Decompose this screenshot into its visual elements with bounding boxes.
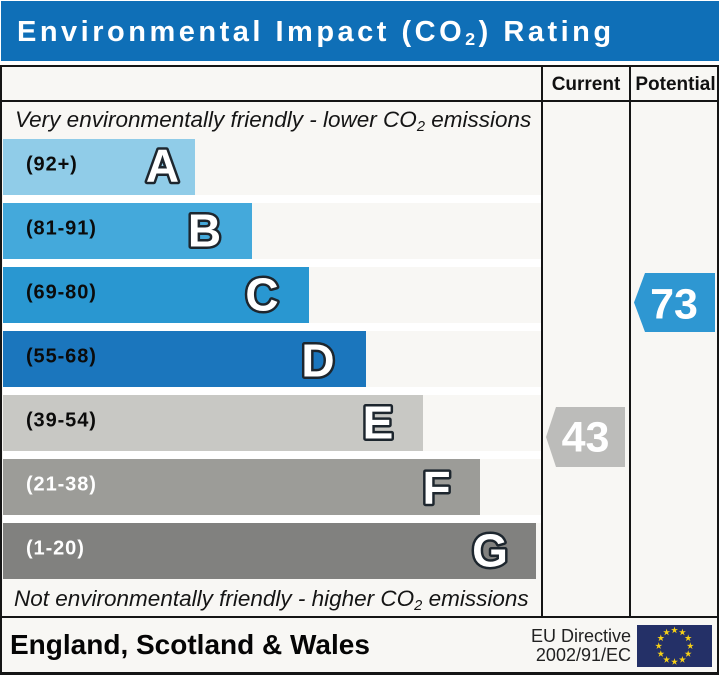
- svg-text:F: F: [422, 462, 450, 514]
- svg-text:D: D: [301, 335, 334, 387]
- svg-text:73: 73: [650, 281, 698, 329]
- svg-text:B: B: [188, 205, 221, 257]
- svg-text:E: E: [363, 397, 394, 449]
- svg-text:43: 43: [562, 414, 610, 462]
- svg-text:C: C: [245, 269, 278, 321]
- svg-text:A: A: [146, 140, 179, 192]
- svg-text:G: G: [472, 525, 508, 577]
